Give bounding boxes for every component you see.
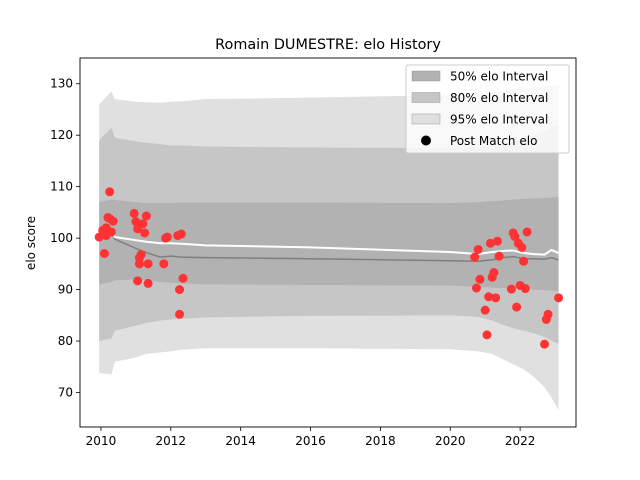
x-axis: 2010 2012 2014 2016 2018 2020 2022 xyxy=(86,427,536,448)
band-50-interval xyxy=(99,196,559,292)
post-match-elo-point xyxy=(143,259,153,269)
post-match-elo-point xyxy=(129,208,139,218)
legend-marker xyxy=(421,135,431,146)
legend: 50% elo Interval 80% elo Interval 95% elo … xyxy=(405,64,570,154)
legend-label: 80% elo Interval xyxy=(450,91,548,105)
post-match-elo-point xyxy=(510,232,520,242)
y-tick-label: 120 xyxy=(50,128,73,142)
x-tick-label: 2020 xyxy=(435,434,466,448)
legend-box xyxy=(405,64,570,154)
post-match-elo-point xyxy=(491,293,501,303)
post-match-elo-point xyxy=(134,253,144,263)
y-axis: 70 80 90 100 110 120 130 xyxy=(50,77,80,400)
post-match-elo-point xyxy=(143,278,153,288)
post-match-elo-point xyxy=(489,268,499,278)
x-tick-label: 2010 xyxy=(86,434,117,448)
post-match-elo-point xyxy=(138,219,148,229)
x-tick-label: 2016 xyxy=(295,434,326,448)
post-match-elo-point xyxy=(517,242,527,252)
post-match-elo-point xyxy=(162,232,172,242)
post-match-elo-point xyxy=(494,251,504,261)
legend-label: Post Match elo xyxy=(450,134,537,148)
post-match-elo-point xyxy=(101,231,111,241)
x-tick-label: 2022 xyxy=(505,434,536,448)
post-match-elo-point xyxy=(543,309,553,319)
post-match-elo-points xyxy=(94,187,564,349)
post-match-elo-point xyxy=(105,187,115,197)
post-match-elo-point xyxy=(175,309,185,319)
y-tick-label: 80 xyxy=(58,334,73,348)
post-match-elo-point xyxy=(485,238,495,248)
post-match-elo-point xyxy=(473,244,483,254)
legend-label: 95% elo Interval xyxy=(450,113,548,127)
post-match-elo-point xyxy=(484,292,494,302)
post-match-elo-point xyxy=(471,283,481,293)
post-match-elo-point xyxy=(554,293,564,303)
post-match-elo-point xyxy=(519,256,529,266)
chart-title: Romain DUMESTRE: elo History xyxy=(215,37,441,53)
post-match-elo-point xyxy=(99,249,109,259)
post-match-elo-point xyxy=(105,214,115,224)
mean-elo-line xyxy=(98,230,559,256)
legend-swatch xyxy=(411,70,441,82)
post-match-elo-point xyxy=(178,273,188,283)
x-tick-label: 2012 xyxy=(156,434,187,448)
post-match-elo-point xyxy=(133,276,143,286)
post-match-elo-point xyxy=(482,330,492,340)
post-match-elo-point xyxy=(480,305,490,315)
y-tick-label: 110 xyxy=(50,180,73,194)
post-match-elo-point xyxy=(141,211,151,221)
post-match-elo-point xyxy=(512,302,522,312)
post-match-elo-point xyxy=(522,227,532,237)
plot-area xyxy=(94,85,564,411)
median-elo-line xyxy=(99,233,559,263)
post-match-elo-point xyxy=(475,274,485,284)
x-tick-label: 2018 xyxy=(365,434,396,448)
axes-frame xyxy=(79,57,577,428)
post-match-elo-point xyxy=(94,232,104,242)
post-match-elo-point xyxy=(131,217,141,227)
post-match-elo-point xyxy=(134,259,144,269)
post-match-elo-point xyxy=(175,285,185,295)
post-match-elo-point xyxy=(540,339,550,349)
post-match-elo-point xyxy=(140,228,150,238)
post-match-elo-point xyxy=(176,229,186,239)
y-tick-label: 70 xyxy=(58,386,73,400)
x-tick-label: 2014 xyxy=(225,434,256,448)
y-tick-label: 90 xyxy=(58,283,73,297)
legend-label: 50% elo Interval xyxy=(450,70,548,84)
post-match-elo-point xyxy=(470,252,480,262)
post-match-elo-point xyxy=(506,284,516,294)
post-match-elo-point xyxy=(492,236,502,246)
legend-swatch xyxy=(411,92,441,103)
post-match-elo-point xyxy=(520,284,530,294)
y-tick-label: 130 xyxy=(50,77,73,91)
legend-swatch xyxy=(411,113,441,125)
y-tick-label: 100 xyxy=(50,231,73,245)
y-axis-label: elo score xyxy=(24,216,38,270)
post-match-elo-point xyxy=(159,259,169,269)
